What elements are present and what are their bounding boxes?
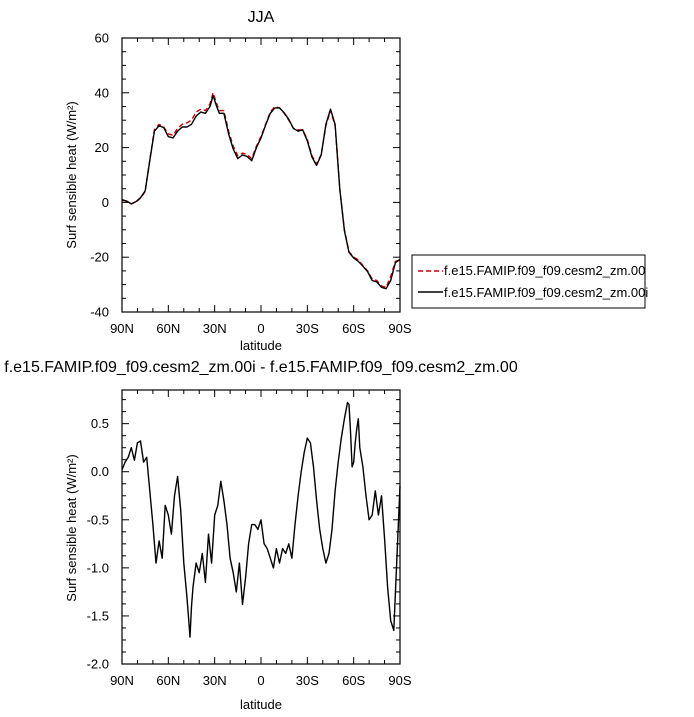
top-panel-y-tick-label: -40 bbox=[90, 305, 109, 320]
bottom-panel-x-tick-label: 90N bbox=[110, 673, 134, 688]
top-panel-y-tick-label: 20 bbox=[95, 140, 109, 155]
top-panel-x-tick-label: 30S bbox=[296, 321, 319, 336]
bottom-panel-y-tick-label: -0.5 bbox=[87, 512, 109, 527]
bottom-panel-title: f.e15.FAMIP.f09_f09.cesm2_zm.00i - f.e15… bbox=[4, 359, 518, 376]
top-panel-x-axis-label: latitude bbox=[240, 338, 282, 353]
legend-box bbox=[411, 254, 646, 309]
top-panel-x-tick-label: 60N bbox=[156, 321, 180, 336]
bottom-panel-x-tick-label: 60S bbox=[342, 673, 365, 688]
top-panel-x-tick-label: 60S bbox=[342, 321, 365, 336]
bottom-panel-y-tick-label: 0.5 bbox=[91, 416, 109, 431]
bottom-panel-x-tick-label: 90S bbox=[388, 673, 411, 688]
top-panel-y-tick-label: 40 bbox=[95, 85, 109, 100]
top-panel-title: JJA bbox=[248, 9, 275, 26]
top-panel-x-tick-label: 90N bbox=[110, 321, 134, 336]
bottom-panel-y-tick-label: 0.0 bbox=[91, 464, 109, 479]
legend-entry-series-2: f.e15.FAMIP.f09_f09.cesm2_zm.00i bbox=[444, 285, 648, 300]
legend-entry-series-1: f.e15.FAMIP.f09_f09.cesm2_zm.00 bbox=[444, 263, 645, 278]
top-panel-axes: 90N 60N 30N 0 30S 60S 90S -40 -20 0 20 40 60 bbox=[90, 31, 412, 337]
bottom-panel-x-tick-label: 30N bbox=[203, 673, 227, 688]
bottom-panel-x-tick-label: 30S bbox=[296, 673, 319, 688]
bottom-panel-y-tick-label: -1.5 bbox=[87, 608, 109, 623]
top-panel-y-tick-label: 60 bbox=[95, 31, 109, 46]
bottom-panel-x-tick-label: 60N bbox=[156, 673, 180, 688]
top-panel-y-tick-label: 0 bbox=[102, 195, 109, 210]
top-panel-x-tick-label: 90S bbox=[388, 321, 411, 336]
top-panel: JJA 90N 60N 30N 0 30S 60S 90S -40 -20 0 20 40 60 lat… bbox=[64, 9, 412, 353]
top-panel-y-tick-label: -20 bbox=[90, 250, 109, 265]
bottom-panel: f.e15.FAMIP.f09_f09.cesm2_zm.00i - f.e15… bbox=[4, 359, 518, 712]
bottom-panel-series-layer bbox=[121, 401, 401, 638]
top-panel-series-layer bbox=[121, 92, 401, 290]
top-panel-series-line-1 bbox=[121, 92, 401, 288]
bottom-panel-x-axis-label: latitude bbox=[240, 697, 282, 712]
bottom-panel-x-tick-label: 0 bbox=[257, 673, 264, 688]
legend: f.e15.FAMIP.f09_f09.cesm2_zm.00 f.e15.FA… bbox=[411, 254, 648, 309]
top-panel-y-axis-label: Surf sensible heat (W/m²) bbox=[64, 101, 79, 248]
top-panel-plot-frame bbox=[121, 37, 401, 313]
top-panel-x-tick-label: 0 bbox=[257, 321, 264, 336]
bottom-panel-y-axis-label: Surf sensible heat (W/m²) bbox=[64, 454, 79, 601]
top-panel-x-tick-label: 30N bbox=[203, 321, 227, 336]
bottom-panel-y-tick-label: -2.0 bbox=[87, 657, 109, 672]
bottom-panel-axes: 90N 60N 30N 0 30S 60S 90S -2.0 -1.5 -1.0 -0.5 0.0 0.… bbox=[87, 390, 412, 688]
bottom-panel-series-line-1 bbox=[121, 401, 401, 638]
top-panel-series-line-2 bbox=[121, 94, 401, 290]
bottom-panel-y-tick-label: -1.0 bbox=[87, 560, 109, 575]
